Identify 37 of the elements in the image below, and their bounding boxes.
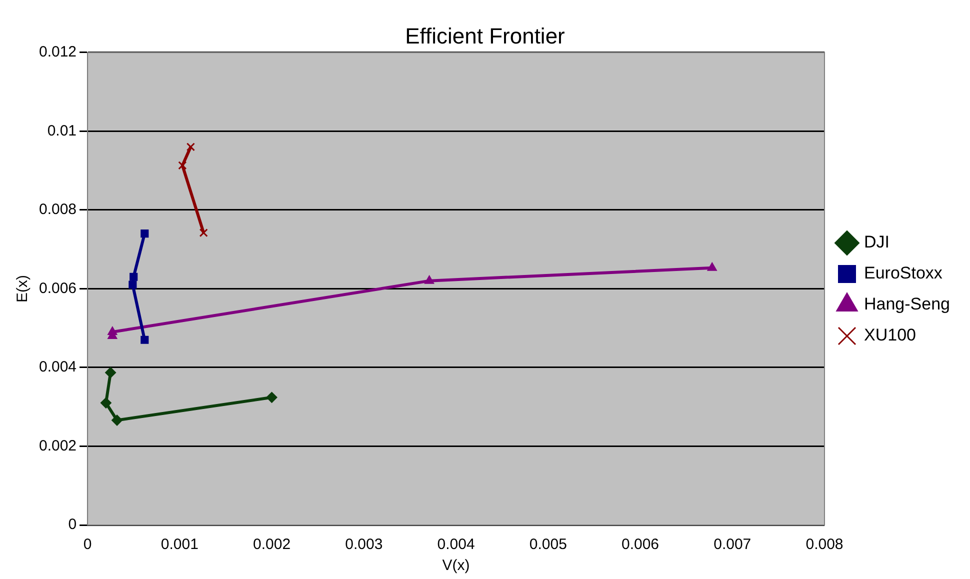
x-tick-label: 0.007 [714,536,752,554]
point [100,397,112,408]
x-tick-label: 0.001 [160,536,198,554]
point [199,228,208,238]
x-tick-label: 0.005 [529,536,567,554]
point [112,414,123,426]
y-tick-label: 0.008 [38,201,77,218]
point [186,142,195,152]
point [178,161,187,170]
y-tick-label: 0.012 [38,44,77,61]
y-tick-label: 0.01 [47,122,77,140]
x-tick-label: 0.002 [253,536,291,554]
point [266,392,278,403]
x-tick-label: 0 [83,536,92,554]
y-tick-label: 0.002 [38,437,77,454]
y-tick-label: 0 [68,516,77,534]
x-tick-label: 0.008 [806,536,844,554]
point [707,262,717,271]
point [108,326,118,336]
legend-label: Hang-Seng [864,294,950,314]
point [424,275,434,284]
x-axis-title: V(x) [442,557,470,574]
point [140,336,149,344]
point [130,272,138,281]
x-tick-label: 0.004 [437,536,475,554]
point [105,367,116,378]
legend-label: XU100 [864,326,916,345]
legend-label: EuroStoxx [864,264,943,283]
point [140,230,149,238]
x-tick-label: 0.006 [621,536,660,554]
point [128,280,137,289]
y-axis-title: E(x) [14,274,32,302]
y-tick-label: 0.004 [38,358,77,376]
y-tick-label: 0.006 [38,280,77,297]
chart-title: Efficient Frontier [405,23,565,48]
x-tick-label: 0.003 [345,536,383,554]
legend-label: DJI [864,232,890,252]
